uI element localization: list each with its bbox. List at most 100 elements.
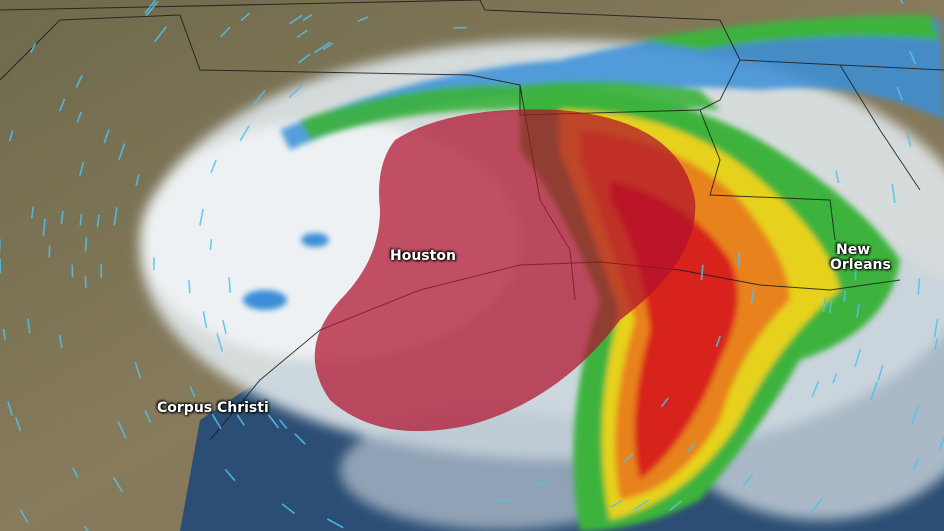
wind-arrow xyxy=(742,473,754,487)
wind-arrow xyxy=(298,53,311,64)
wind-arrow xyxy=(313,41,331,54)
wind-arrow xyxy=(83,525,89,531)
wind-arrow xyxy=(251,89,266,107)
wind-arrow xyxy=(938,436,944,451)
wind-arrow xyxy=(236,414,245,426)
wind-arrow xyxy=(700,264,704,281)
wind-arrow xyxy=(224,468,236,482)
wind-arrow xyxy=(84,237,88,252)
wind-arrow xyxy=(289,14,303,25)
wind-arrow xyxy=(296,29,308,39)
wind-arrow xyxy=(79,161,85,177)
wind-arrow xyxy=(934,338,938,350)
wind-arrow xyxy=(202,311,208,328)
wind-arrow xyxy=(220,26,231,38)
wind-arrow xyxy=(933,319,939,338)
city-label-new-orleans-line1: New xyxy=(836,242,871,258)
wind-arrow xyxy=(267,414,280,429)
wind-arrow xyxy=(79,214,83,226)
wind-arrow xyxy=(909,50,917,65)
wind-arrow xyxy=(117,420,127,439)
wind-arrow xyxy=(113,207,118,226)
wind-arrow xyxy=(58,334,63,349)
city-label-new-orleans: New Orleans xyxy=(830,242,891,273)
wind-arrow xyxy=(2,328,6,341)
wind-arrow xyxy=(240,12,251,22)
wind-arrow xyxy=(209,239,213,251)
wind-arrow xyxy=(660,397,669,408)
wind-arrow xyxy=(811,381,820,398)
wind-arrow xyxy=(668,500,683,512)
wind-arrow xyxy=(216,333,224,352)
wind-arrow xyxy=(288,84,304,99)
city-label-new-orleans-line2: Orleans xyxy=(830,257,891,273)
wind-arrow xyxy=(498,498,510,502)
wind-arrow xyxy=(357,16,369,23)
city-label-houston: Houston xyxy=(390,248,456,264)
wind-arrow xyxy=(687,443,696,453)
wind-arrow xyxy=(42,218,46,236)
wind-arrow xyxy=(134,361,142,379)
wind-arrow xyxy=(7,401,13,416)
wind-arrow xyxy=(144,410,152,423)
wind-arrow xyxy=(537,481,549,486)
wind-arrow xyxy=(153,26,167,43)
wind-arrow xyxy=(103,129,110,144)
wind-arrow xyxy=(870,381,878,401)
wind-arrow xyxy=(856,304,860,319)
wind-arrow xyxy=(112,476,123,492)
wind-arrow xyxy=(188,280,191,294)
wind-arrow xyxy=(8,130,14,142)
wind-arrow xyxy=(911,405,920,425)
wind-arrow xyxy=(822,297,827,313)
wind-arrow xyxy=(835,170,840,184)
wind-arrow xyxy=(906,133,912,147)
wind-arrow xyxy=(135,174,140,186)
wind-arrow xyxy=(19,509,29,524)
wind-arrow xyxy=(896,86,903,101)
wind-arrow xyxy=(27,318,31,334)
wind-arrow xyxy=(228,277,232,293)
wind-arrow xyxy=(622,453,634,463)
wind-arrow xyxy=(278,419,288,430)
flood-risk-area xyxy=(314,109,696,432)
wind-arrow xyxy=(302,13,313,22)
wind-arrow xyxy=(281,503,296,515)
wind-arrow xyxy=(199,208,204,226)
wind-arrow xyxy=(912,457,920,471)
wind-arrow xyxy=(239,125,250,141)
wind-arrow xyxy=(145,1,159,17)
wind-arrow xyxy=(610,499,623,508)
wind-arrow xyxy=(222,319,227,334)
wind-arrow xyxy=(715,335,721,347)
wind-arrow xyxy=(189,386,196,397)
wind-arrow xyxy=(891,183,896,204)
wind-arrow xyxy=(294,433,306,445)
wind-arrow xyxy=(72,467,79,478)
wind-arrow xyxy=(877,364,884,381)
wind-arrow xyxy=(327,518,344,529)
wind-arrow xyxy=(832,373,838,384)
wind-arrow xyxy=(899,0,904,5)
wind-arrow xyxy=(60,211,64,224)
wind-arrow xyxy=(30,43,37,53)
wind-arrow xyxy=(809,498,823,515)
wind-arrow xyxy=(58,98,66,112)
wind-arrow xyxy=(15,417,22,432)
wind-arrow xyxy=(917,278,921,295)
wind-arrow xyxy=(828,298,833,314)
wind-arrow xyxy=(76,111,83,123)
wind-arrow xyxy=(84,275,87,289)
city-label-corpus-christi: Corpus Christi xyxy=(157,400,269,416)
wind-arrow xyxy=(750,288,755,305)
wind-arrow xyxy=(322,42,334,51)
wind-arrow xyxy=(96,214,100,228)
wind-arrow xyxy=(210,159,217,174)
wind-arrow xyxy=(854,266,857,281)
wind-arrow xyxy=(30,206,35,219)
wind-arrow xyxy=(843,290,847,302)
wind-arrow xyxy=(144,0,156,14)
